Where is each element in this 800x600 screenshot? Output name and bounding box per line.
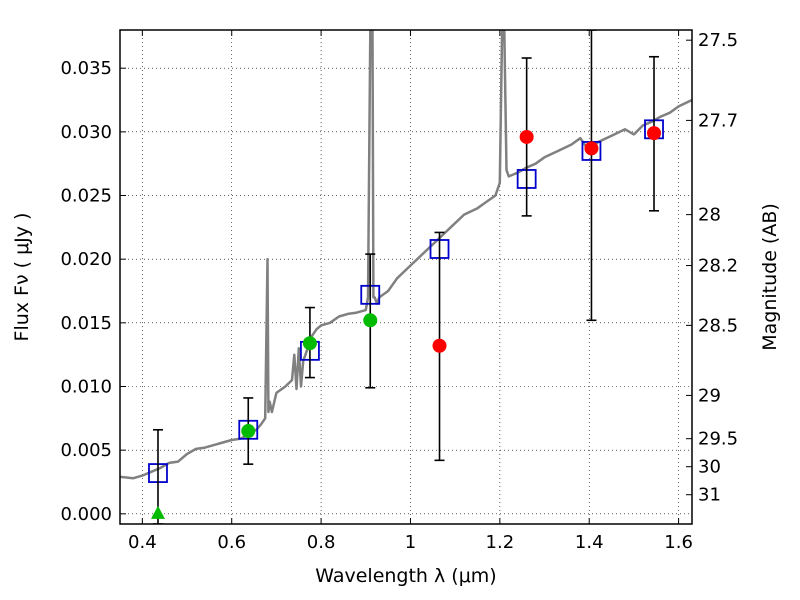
model-spectrum-line bbox=[120, 30, 692, 480]
y2-tick-label: 29 bbox=[698, 385, 721, 406]
upper-limit-triangle bbox=[150, 505, 165, 519]
y2-tick-label: 30 bbox=[698, 457, 721, 478]
x-tick-label: 1 bbox=[405, 532, 416, 553]
observed-flux-point bbox=[647, 126, 662, 141]
y-tick-label: 0.025 bbox=[60, 186, 112, 207]
x-tick-label: 0.4 bbox=[128, 532, 157, 553]
y-tick-label: 0.015 bbox=[60, 313, 112, 334]
y2-tick-label: 28.5 bbox=[698, 315, 738, 336]
grid-lines bbox=[120, 30, 692, 524]
y-tick-label: 0.010 bbox=[60, 376, 112, 397]
axis-ticks: 0.4 0.6 0.8 1 1.2 1.4 1.6 0.000 0.005 0.010 0.015 0… bbox=[60, 30, 738, 553]
observed-flux-point bbox=[519, 129, 534, 144]
plot-frame bbox=[119, 29, 693, 525]
plot-background bbox=[120, 30, 692, 524]
y-axis-label: Flux Fν ( μJy ) bbox=[11, 213, 33, 342]
x-tick-label: 1.4 bbox=[575, 532, 604, 553]
y-tick-label: 0.000 bbox=[60, 504, 112, 525]
y-tick-label: 0.005 bbox=[60, 440, 112, 461]
y2-tick-label: 31 bbox=[698, 485, 721, 506]
y-tick-label: 0.035 bbox=[60, 58, 112, 79]
y2-tick-label: 28 bbox=[698, 205, 721, 226]
plot-area bbox=[120, 30, 692, 524]
observed-flux-point bbox=[584, 141, 599, 156]
y2-tick-label: 27.5 bbox=[698, 30, 738, 51]
x-tick-label: 1.6 bbox=[664, 532, 693, 553]
y2-tick-label: 27.7 bbox=[698, 110, 738, 131]
x-tick-label: 1.2 bbox=[486, 532, 515, 553]
observed-flux-point bbox=[241, 424, 256, 439]
y2-tick-label: 28.2 bbox=[698, 256, 738, 277]
observed-flux-point bbox=[432, 338, 447, 353]
y2-tick-label: 29.5 bbox=[698, 429, 738, 450]
y2-axis-label: Magnitude (AB) bbox=[759, 203, 781, 351]
y-tick-label: 0.020 bbox=[60, 249, 112, 270]
observed-flux-point bbox=[302, 336, 317, 351]
x-axis-label: Wavelength λ (μm) bbox=[315, 565, 496, 587]
x-tick-label: 0.8 bbox=[307, 532, 336, 553]
y-tick-label: 0.030 bbox=[60, 122, 112, 143]
x-tick-label: 0.6 bbox=[217, 532, 246, 553]
observed-flux-point bbox=[363, 313, 378, 328]
